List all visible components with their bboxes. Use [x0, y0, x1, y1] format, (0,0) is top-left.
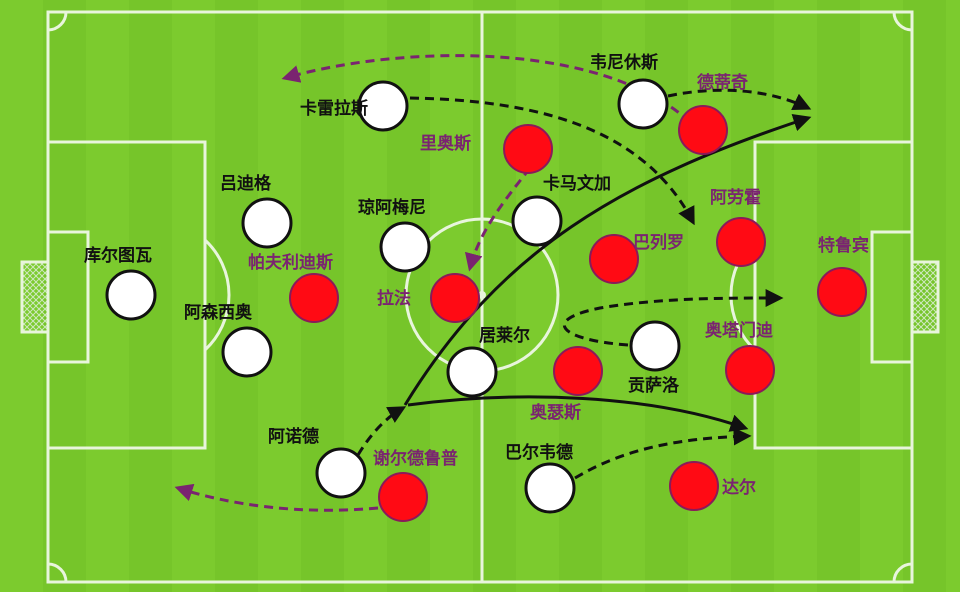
away-player-marker	[430, 273, 480, 323]
away-player-name: 里奥斯	[420, 133, 471, 154]
home-player-name: 居莱尔	[479, 325, 530, 346]
away-player: 达尔	[669, 461, 756, 511]
run-arrow	[562, 289, 784, 347]
run-arrow	[574, 427, 752, 480]
away-player: 里奥斯	[420, 124, 553, 174]
home-player-marker	[357, 80, 409, 132]
run-arrow	[667, 88, 812, 110]
away-player-marker	[378, 472, 428, 522]
away-player-marker	[678, 105, 728, 155]
run-arrow	[356, 406, 407, 456]
home-player: 巴尔韦德	[505, 442, 576, 514]
away-player: 阿劳霍	[710, 187, 766, 267]
away-player-marker	[669, 461, 719, 511]
away-player-name: 德蒂奇	[697, 72, 748, 93]
away-player-marker	[589, 234, 639, 284]
home-player-name: 卡雷拉斯	[300, 98, 368, 119]
away-player-name: 奥瑟斯	[530, 402, 581, 423]
home-player-name: 库尔图瓦	[84, 245, 152, 266]
away-player-marker	[817, 267, 867, 317]
home-player-marker	[241, 197, 293, 249]
home-player-marker	[379, 221, 431, 273]
home-player-marker	[617, 78, 669, 130]
home-player-name: 吕迪格	[220, 173, 272, 194]
home-player: 阿森西奥	[184, 302, 273, 378]
away-player-marker	[725, 345, 775, 395]
away-run-arrow	[174, 483, 379, 512]
left-goal	[20, 260, 50, 334]
home-player: 韦尼休斯	[590, 52, 669, 130]
away-player: 奥瑟斯	[530, 346, 603, 423]
home-player-marker	[221, 326, 273, 378]
center-spot	[478, 291, 486, 299]
home-player: 吕迪格	[220, 173, 293, 249]
away-player-name: 阿劳霍	[710, 187, 761, 208]
home-player-marker	[315, 447, 367, 499]
home-player: 琼阿梅尼	[358, 197, 431, 273]
home-player-name: 阿诺德	[268, 426, 319, 447]
away-player: 奥塔门迪	[705, 320, 775, 395]
home-player-marker	[511, 195, 563, 247]
arrows	[174, 54, 812, 512]
away-player-name: 帕夫利迪斯	[248, 252, 333, 273]
run-arrow	[409, 96, 695, 226]
away-player: 拉法	[377, 273, 480, 323]
home-player-name: 卡马文加	[543, 173, 611, 194]
away-run-arrow	[464, 167, 532, 272]
away-player: 帕夫利迪斯	[248, 252, 339, 323]
home-player-name: 巴尔韦德	[505, 442, 573, 463]
home-player: 居莱尔	[446, 325, 530, 398]
home-player-name: 阿森西奥	[184, 302, 253, 323]
pass-arrow	[403, 113, 812, 406]
home-player: 阿诺德	[268, 426, 367, 499]
away-player-marker	[716, 217, 766, 267]
away-player: 巴列罗	[589, 232, 684, 284]
home-player: 卡雷拉斯	[300, 80, 409, 132]
away-player: 谢尔德鲁普	[373, 448, 458, 522]
away-player: 德蒂奇	[678, 72, 748, 155]
home-player-marker	[629, 320, 681, 372]
away-player-name: 拉法	[377, 288, 411, 309]
away-player-name: 谢尔德鲁普	[373, 448, 458, 469]
away-player-marker	[553, 346, 603, 396]
home-player-name: 贡萨洛	[628, 375, 680, 396]
home-player: 库尔图瓦	[84, 245, 157, 321]
away-player: 特鲁宾	[817, 235, 869, 317]
home-player: 卡马文加	[511, 173, 611, 247]
away-player-marker	[503, 124, 553, 174]
away-player-name: 巴列罗	[633, 232, 684, 253]
home-player-marker	[105, 269, 157, 321]
home-player: 贡萨洛	[628, 320, 681, 396]
away-player-name: 特鲁宾	[818, 235, 869, 256]
home-player-marker	[524, 462, 576, 514]
home-player-name: 琼阿梅尼	[358, 197, 426, 218]
home-player-name: 韦尼休斯	[590, 52, 658, 73]
away-player-name: 达尔	[722, 477, 756, 498]
pass-arrow	[407, 395, 749, 432]
away-player-name: 奥塔门迪	[705, 320, 773, 341]
away-player-marker	[289, 273, 339, 323]
right-goal	[910, 260, 940, 334]
home-player-marker	[446, 346, 498, 398]
